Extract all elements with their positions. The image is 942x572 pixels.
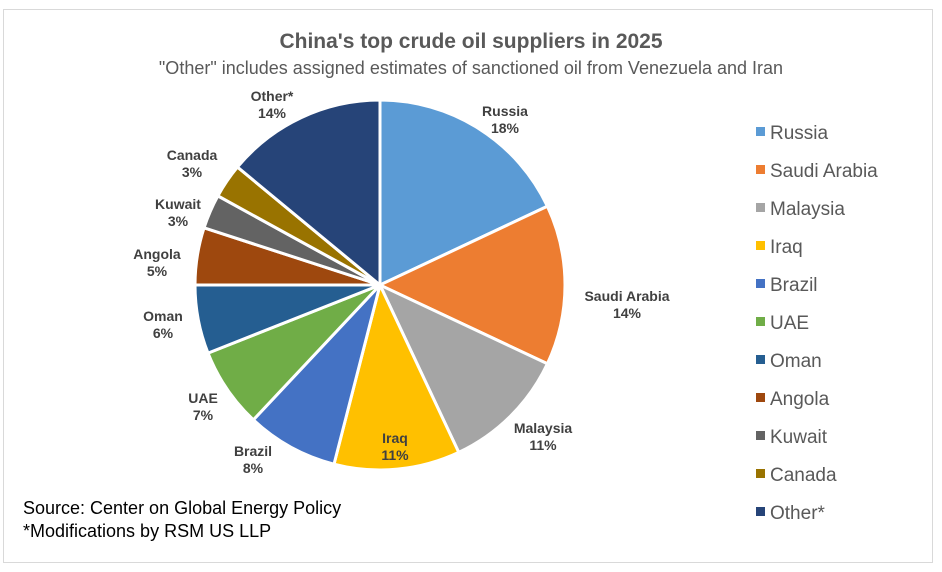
legend-entry-brazil: Brazil bbox=[770, 275, 818, 296]
legend-swatch-saudi-arabia bbox=[756, 165, 765, 174]
data-value-oman: 6% bbox=[153, 325, 174, 341]
data-label-malaysia: Malaysia bbox=[514, 420, 573, 436]
data-label-brazil: Brazil bbox=[234, 443, 272, 459]
legend-swatch-russia bbox=[756, 127, 765, 136]
footnotes: Source: Center on Global Energy Policy *… bbox=[23, 497, 341, 543]
legend-swatch-canada bbox=[756, 469, 765, 478]
legend-swatch-kuwait bbox=[756, 431, 765, 440]
data-value-other: 14% bbox=[258, 105, 287, 121]
legend-entry-canada: Canada bbox=[770, 465, 837, 486]
data-value-russia: 18% bbox=[491, 120, 520, 136]
legend-swatch-oman bbox=[756, 355, 765, 364]
slice-iraq bbox=[332, 280, 461, 472]
legend-swatch-angola bbox=[756, 393, 765, 402]
data-label-kuwait: Kuwait bbox=[155, 196, 201, 212]
modifications-note: *Modifications by RSM US LLP bbox=[23, 521, 272, 541]
data-label-other: Other* bbox=[251, 88, 294, 104]
slice-other bbox=[235, 98, 382, 289]
data-value-iraq: 11% bbox=[381, 447, 409, 463]
data-value-kuwait: 3% bbox=[168, 213, 189, 229]
data-value-saudi-arabia: 14% bbox=[613, 305, 642, 321]
data-label-canada: Canada bbox=[167, 147, 218, 163]
chart-frame bbox=[3, 9, 933, 563]
legend-swatch-brazil bbox=[756, 279, 765, 288]
data-value-brazil: 8% bbox=[243, 460, 264, 476]
data-label-russia: Russia bbox=[482, 103, 528, 119]
legend-swatch-uae bbox=[756, 317, 765, 326]
legend-entry-oman: Oman bbox=[770, 351, 822, 372]
data-value-canada: 3% bbox=[182, 164, 203, 180]
legend-swatch-other bbox=[756, 507, 765, 516]
legend-entry-other: Other* bbox=[770, 503, 826, 524]
data-label-angola: Angola bbox=[133, 246, 181, 262]
slice-russia bbox=[378, 98, 550, 288]
legend-entry-uae: UAE bbox=[770, 313, 809, 334]
legend-swatch-malaysia bbox=[756, 203, 765, 212]
legend-entry-saudi-arabia: Saudi Arabia bbox=[770, 161, 878, 182]
data-label-uae: UAE bbox=[188, 390, 218, 406]
slice-brazil bbox=[251, 283, 382, 467]
chart-title: China's top crude oil suppliers in 2025 bbox=[279, 30, 663, 53]
legend-entry-kuwait: Kuwait bbox=[770, 427, 828, 448]
legend-entry-russia: Russia bbox=[770, 123, 829, 144]
data-label-oman: Oman bbox=[143, 308, 183, 324]
data-value-malaysia: 11% bbox=[529, 437, 557, 453]
source-note: Source: Center on Global Energy Policy bbox=[23, 498, 342, 518]
data-value-angola: 5% bbox=[147, 263, 168, 279]
data-label-saudi-arabia: Saudi Arabia bbox=[584, 288, 669, 304]
data-label-iraq: Iraq bbox=[382, 430, 408, 446]
legend-entry-iraq: Iraq bbox=[770, 237, 803, 258]
slice-malaysia bbox=[376, 281, 550, 455]
slice-saudi-arabia bbox=[376, 204, 567, 366]
chart-subtitle: "Other" includes assigned estimates of s… bbox=[158, 58, 784, 78]
legend-swatch-iraq bbox=[756, 241, 765, 250]
legend-entry-angola: Angola bbox=[770, 389, 830, 410]
legend-entry-malaysia: Malaysia bbox=[770, 199, 845, 220]
data-value-uae: 7% bbox=[193, 407, 214, 423]
